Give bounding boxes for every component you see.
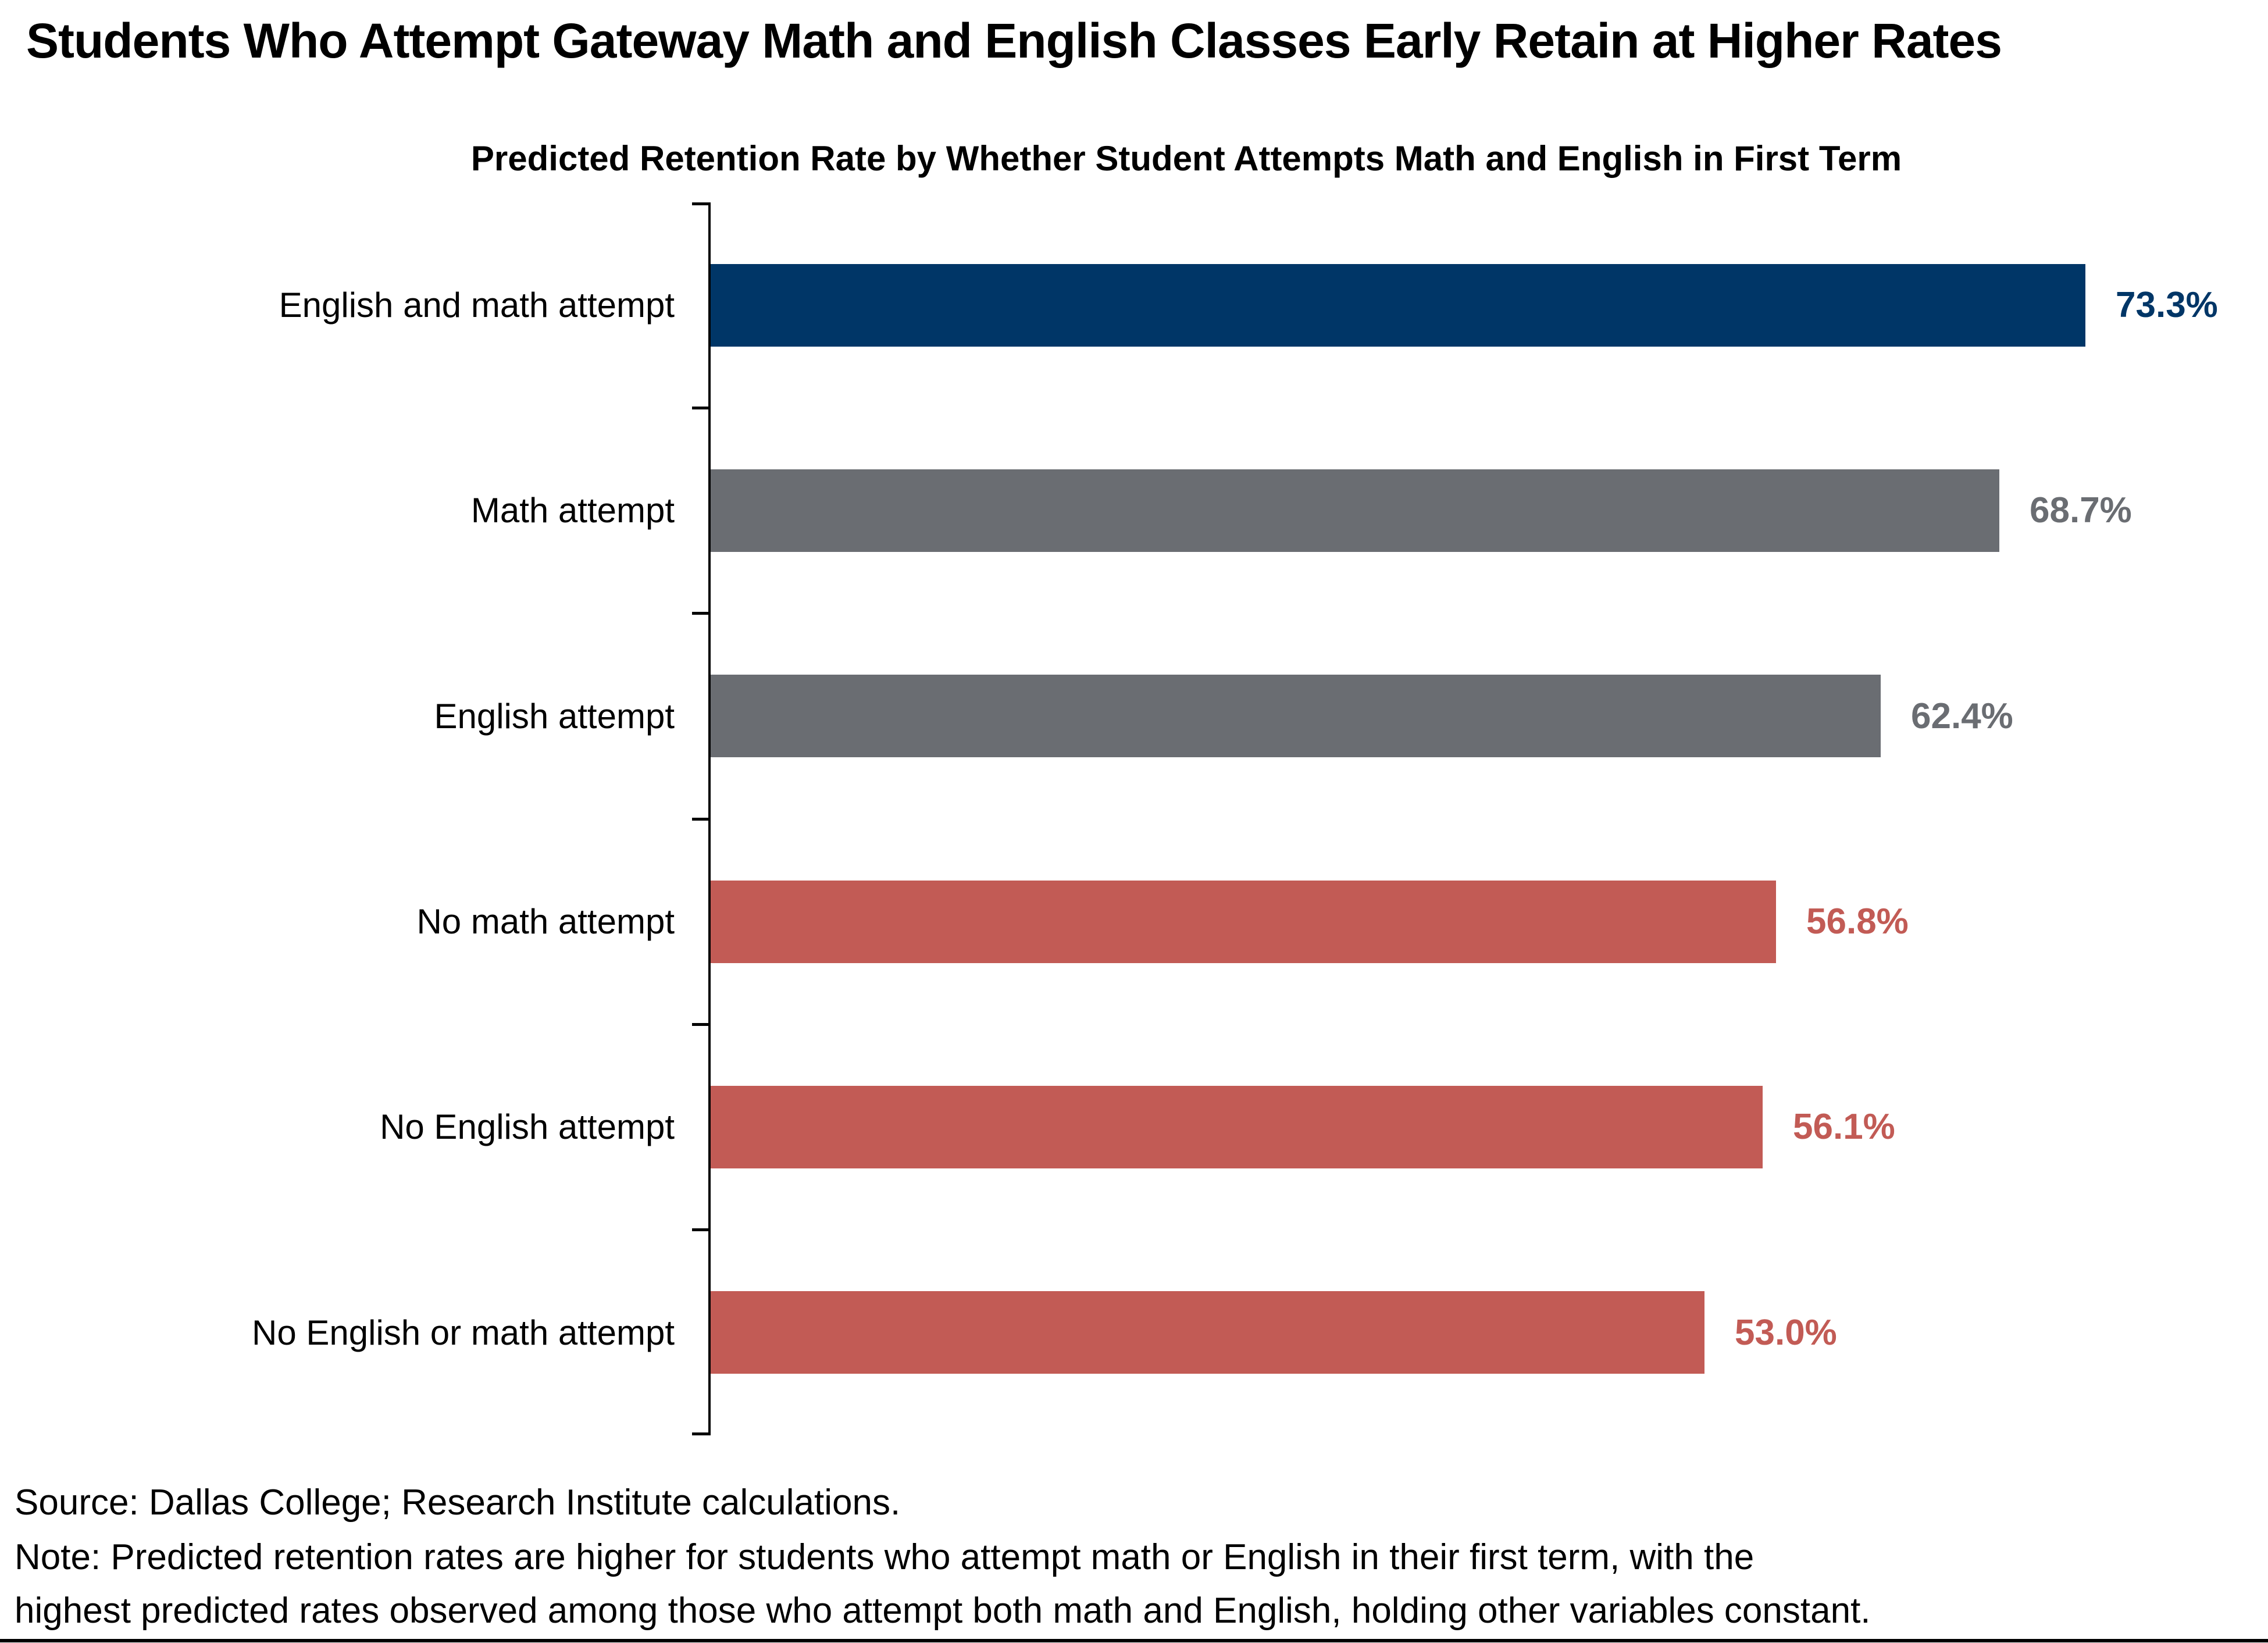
value-label: 68.7%	[2030, 490, 2132, 531]
bar-row: No math attempt 56.8%	[0, 819, 2268, 1024]
note-line-2: highest predicted rates observed among t…	[15, 1591, 1871, 1631]
bar-row: English and math attempt 73.3%	[0, 202, 2268, 408]
bar	[711, 1291, 1704, 1374]
note-line-1: Note: Predicted retention rates are high…	[15, 1537, 1755, 1577]
bar	[711, 469, 1999, 552]
page-title: Students Who Attempt Gateway Math and En…	[26, 13, 2002, 68]
value-label: 62.4%	[1911, 696, 2013, 736]
bar	[711, 1085, 1763, 1168]
category-label: English attempt	[434, 696, 675, 736]
y-axis-line	[708, 202, 711, 1435]
bar	[711, 880, 1776, 963]
bar-row: No English or math attempt 53.0%	[0, 1230, 2268, 1435]
category-label: English and math attempt	[279, 286, 675, 325]
bar	[711, 263, 2085, 347]
axis-tick	[692, 407, 708, 409]
value-label: 53.0%	[1735, 1312, 1837, 1353]
axis-tick	[692, 1023, 708, 1026]
bar	[711, 675, 1881, 758]
axis-tick	[692, 1432, 708, 1435]
axis-tick	[692, 818, 708, 821]
bar-rows: English and math attempt 73.3% Math attemp…	[0, 202, 2268, 1435]
category-label: No English attempt	[380, 1107, 675, 1147]
bar-row: English attempt 62.4%	[0, 614, 2268, 819]
axis-tick	[692, 202, 708, 205]
value-label: 73.3%	[2116, 285, 2218, 326]
source-note: Source: Dallas College; Research Institu…	[15, 1482, 901, 1523]
axis-tick	[692, 612, 708, 615]
bottom-border	[0, 1639, 2268, 1642]
chart-title: Predicted Retention Rate by Whether Stud…	[470, 139, 1902, 178]
category-label: No English or math attempt	[251, 1313, 675, 1352]
category-label: Math attempt	[470, 491, 675, 530]
plot-area: English and math attempt 73.3% Math attemp…	[0, 202, 2268, 1435]
axis-tick	[692, 1228, 708, 1231]
category-label: No math attempt	[416, 902, 675, 942]
bar-row: Math attempt 68.7%	[0, 408, 2268, 613]
value-label: 56.8%	[1806, 901, 1909, 942]
value-label: 56.1%	[1793, 1107, 1895, 1147]
bar-row: No English attempt 56.1%	[0, 1024, 2268, 1229]
